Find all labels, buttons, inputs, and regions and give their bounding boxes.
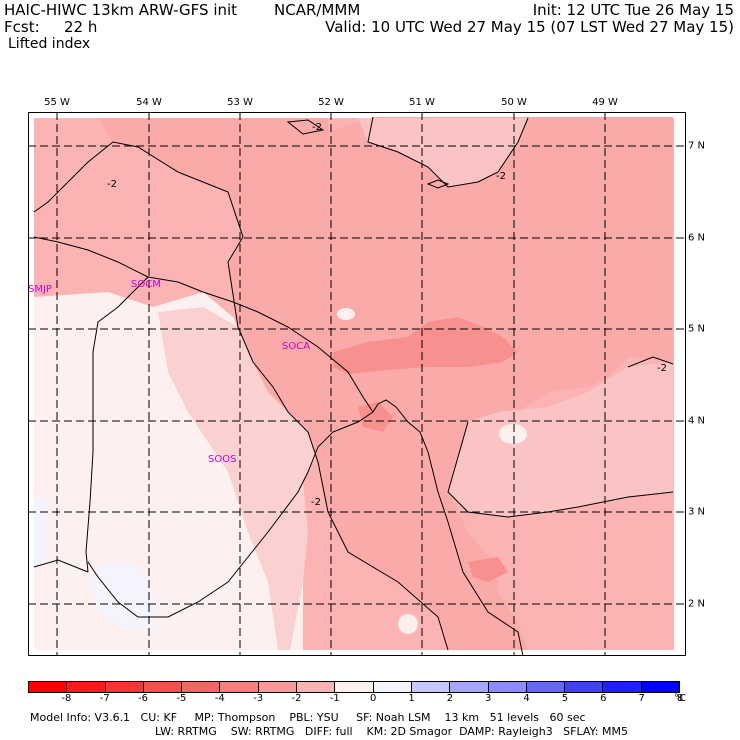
colorbar-tick-label: -4 [214,693,225,704]
colorbar-tick-label: 1 [408,693,415,704]
colorbar [28,681,680,693]
colorbar-swatch [258,682,298,692]
colorbar-swatch [335,682,374,692]
field-region-light-east [448,362,673,517]
field-region-minus2 [34,117,673,650]
colorbar-tick-label: 7 [638,693,645,704]
station-smjp: SMJP [28,284,52,295]
lon-label-55w: 55 W [44,97,70,108]
field-region-minus3-band [333,317,518,374]
border-suriname-south [87,411,374,618]
colorbar-swatch [67,682,106,692]
contour-east [627,356,674,368]
contour-north [367,116,529,188]
contour-north-blob [286,119,325,135]
lat-label-4n: 4 N [688,415,706,427]
contour-east-south [447,421,674,518]
colorbar-swatch [220,682,259,692]
field-region-light-nw [34,118,113,212]
colorbar-tick-label: 5 [561,693,569,704]
colorbar-tick-label: -6 [138,693,149,704]
field-region-minus3-spot [358,402,393,432]
contour-label-4: -2 [657,363,667,374]
lat-label-6n: 6 N [688,232,706,244]
station-soca: SOCA [282,341,310,352]
lifted-index-map: -2 -2 -2 -2 -2 SMJP SOCM SOCA SOOS [28,112,686,656]
contour-label-3: -2 [496,171,506,182]
colorbar-swatch [641,682,680,692]
init-time: Init: 12 UTC Tue 26 May 15 [532,1,734,19]
contour-label-2: -2 [312,122,322,133]
border-suriname-west [85,276,149,573]
colorbar-tick-label: 6 [600,693,607,704]
border-guiana-brazil [372,399,524,656]
contour-lines [33,116,674,651]
colorbar-tick-label: -8 [61,693,72,704]
colorbar-swatch [373,682,412,692]
border-southwest [33,559,89,573]
footer-physics-info: LW: RRTMG SW: RRTMG DIFF: full KM: 2D Sm… [155,725,628,738]
coastline [33,236,374,413]
colorbar-swatch [565,682,604,692]
footer-model-info: Model Info: V3.6.1 CU: KF MP: Thompson P… [30,711,586,724]
lat-label-7n: 7 N [688,140,706,152]
colorbar-swatch [297,682,336,692]
field-spot-east [499,424,527,444]
lon-label-50w: 50 W [501,97,527,108]
org-label: NCAR/MMM [274,1,361,19]
lat-label-5n: 5 N [688,323,706,335]
colorbar-tick-label: -1 [329,693,340,704]
colorbar-swatch [488,682,527,692]
model-title: HAIC-HIWC 13km ARW-GFS init [4,1,238,19]
contour-label-5: -2 [311,497,321,508]
colorbar-tick-label: 8 [676,693,684,704]
lon-label-49w: 49 W [592,97,618,108]
field-region-plus1-south [88,560,158,632]
colorbar-tick-label: 2 [446,693,454,704]
colorbar-tick-label: 3 [485,693,492,704]
colorbar-tick-label: 0 [369,693,377,704]
colorbar-tick-label: -5 [176,693,187,704]
valid-time: Valid: 10 UTC Wed 27 May 15 (07 LST Wed … [325,18,734,36]
lat-label-3n: 3 N [688,506,706,518]
colorbar-swatch [411,682,451,692]
colorbar-swatch [143,682,183,692]
map-border [28,112,686,656]
colorbar-tick-label: -7 [99,693,110,704]
contour-small-island [426,179,450,189]
contour-label-1: -2 [107,179,117,190]
forecast-hour: 22 h [64,18,98,36]
field-spot-south [398,614,418,634]
contour-central [227,261,449,651]
colorbar-tick-label: -3 [253,693,264,704]
lon-label-53w: 53 W [227,97,253,108]
field-name: Lifted index [8,36,91,52]
colorbar-swatch [603,682,642,692]
field-region-light-ne [358,118,528,187]
lon-label-54w: 54 W [136,97,162,108]
colorbar-swatch [105,682,144,692]
colorbar-swatch [450,682,489,692]
field-spot-central [337,308,355,320]
field-region-plus1-west [34,492,46,572]
colorbar-swatch [182,682,221,692]
colorbar-tick-label: 4 [523,693,530,704]
coastline-borders [33,236,524,656]
colorbar-swatch [526,682,566,692]
map-panel: -2 -2 -2 -2 -2 SMJP SOCM SOCA SOOS [28,112,686,656]
colorbar-swatch [29,682,68,692]
field-region-minus3-south [468,557,508,582]
contour-nw [33,141,244,263]
forecast-label: Fcst: [4,18,40,36]
station-soos: SOOS [208,454,236,465]
station-socm: SOCM [131,279,161,290]
lon-label-52w: 52 W [318,97,344,108]
lat-label-2n: 2 N [688,598,706,610]
colorbar-tick-label: -2 [291,693,302,704]
colorbar-unit: °C [674,693,686,704]
lon-label-51w: 51 W [409,97,435,108]
graticule [28,112,686,656]
